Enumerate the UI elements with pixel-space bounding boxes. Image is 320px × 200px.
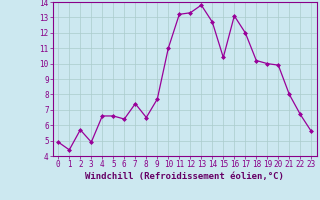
X-axis label: Windchill (Refroidissement éolien,°C): Windchill (Refroidissement éolien,°C) xyxy=(85,172,284,181)
